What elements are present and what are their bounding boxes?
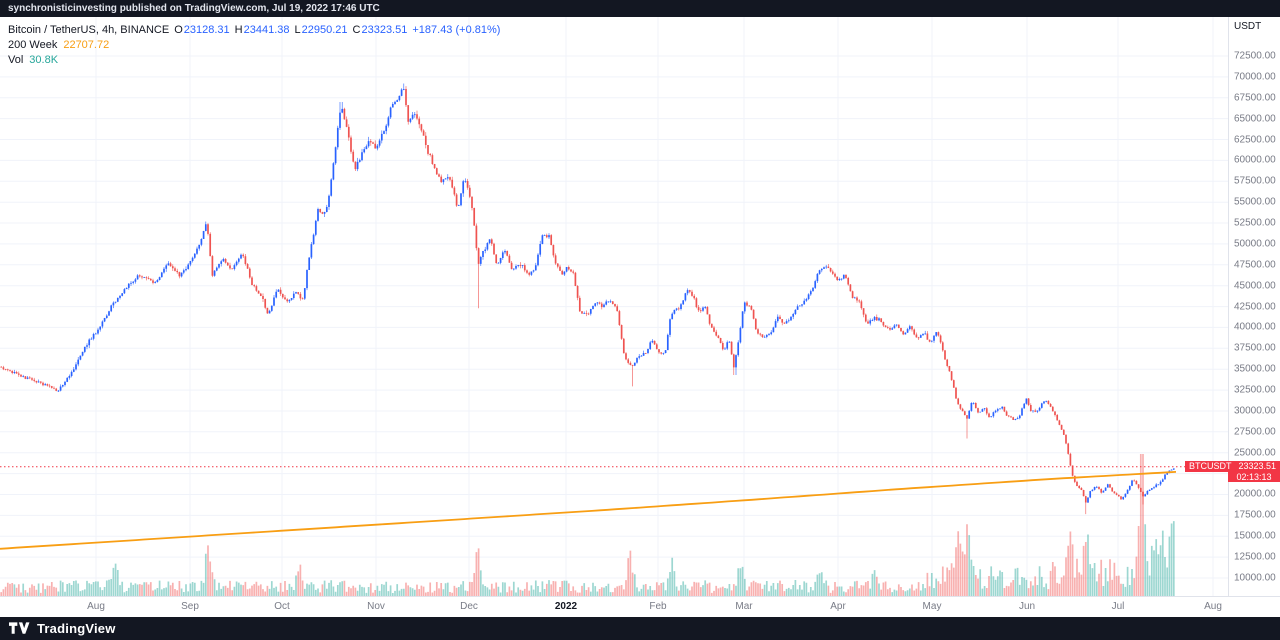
candles-up — [13, 83, 1175, 503]
ma-200-week-line — [0, 471, 1177, 550]
volume-value: 30.8K — [29, 53, 59, 66]
volume-bars — [0, 454, 1175, 596]
volume-legend-row: Vol 30.8K — [8, 52, 500, 67]
indicator-legend-row: 200 Week 22707.72 — [8, 37, 500, 52]
price-tick-label: 17500.00 — [1234, 509, 1276, 521]
price-tick-label: 72500.00 — [1234, 50, 1276, 62]
price-tick-label: 25000.00 — [1234, 447, 1276, 459]
tradingview-logo-icon[interactable] — [9, 622, 31, 635]
price-tick-label: 37500.00 — [1234, 342, 1276, 354]
footer-bar: TradingView — [0, 617, 1280, 640]
price-axis[interactable]: USDT 72500.00 70000.00 67500.00 65000.00 625… — [1228, 17, 1280, 596]
price-tick-label: 57500.00 — [1234, 175, 1276, 187]
price-tick-label: 65000.00 — [1234, 113, 1276, 125]
time-tick-label: Oct — [274, 601, 290, 612]
symbol-legend-row: Bitcoin / TetherUS, 4h, BINANCE O23128.3… — [8, 22, 500, 37]
price-tick-label: 42500.00 — [1234, 301, 1276, 313]
tradingview-brand-text[interactable]: TradingView — [37, 621, 116, 636]
price-tick-label: 67500.00 — [1234, 92, 1276, 104]
chart-area: Bitcoin / TetherUS, 4h, BINANCE O23128.3… — [0, 17, 1280, 617]
bar-close-countdown: 02:13:13 — [1228, 472, 1280, 483]
price-tick-label: 60000.00 — [1234, 154, 1276, 166]
price-chart-canvas[interactable] — [0, 17, 1228, 596]
time-tick-label: Jul — [1111, 601, 1125, 612]
ohlc-l-label: L — [294, 23, 301, 36]
time-tick-label: Nov — [367, 601, 385, 612]
volume-indicator-name[interactable]: Vol — [8, 53, 24, 66]
price-axis-currency: USDT — [1234, 21, 1262, 32]
price-tick-label: 40000.00 — [1234, 321, 1276, 333]
indicator-value: 22707.72 — [63, 38, 110, 51]
time-tick-label: Jun — [1018, 601, 1036, 612]
publish-info-text: synchronisticinvesting published on Trad… — [8, 3, 380, 14]
price-tick-label: 35000.00 — [1234, 363, 1276, 375]
indicator-name[interactable]: 200 Week — [8, 38, 58, 51]
price-tick-label: 45000.00 — [1234, 280, 1276, 292]
time-tick-label: Feb — [649, 601, 667, 612]
time-tick-label: Sep — [181, 601, 199, 612]
candles-down — [0, 86, 1144, 515]
price-tick-label: 52500.00 — [1234, 217, 1276, 229]
ohlc-c-value: 23323.51 — [361, 23, 408, 36]
ohlc-h-value: 23441.38 — [243, 23, 290, 36]
time-tick-label: Dec — [460, 601, 478, 612]
price-tick-label: 27500.00 — [1234, 426, 1276, 438]
ohlc-o-value: 23128.31 — [183, 23, 230, 36]
grid-lines — [0, 17, 1228, 596]
symbol-title[interactable]: Bitcoin / TetherUS, 4h, BINANCE — [8, 23, 170, 36]
price-change: +187.43 (+0.81%) — [412, 23, 501, 36]
time-tick-label: 2022 — [554, 601, 578, 612]
price-badge-symbol: BTCUSDT — [1188, 460, 1232, 471]
price-tick-label: 70000.00 — [1234, 71, 1276, 83]
price-tick-label: 30000.00 — [1234, 405, 1276, 417]
price-tick-label: 62500.00 — [1234, 134, 1276, 146]
price-tick-label: 55000.00 — [1234, 196, 1276, 208]
ohlc-o-label: O — [174, 23, 183, 36]
time-axis[interactable]: Aug Sep Oct Nov Dec 2022 Feb Mar Apr May Jun Jul Aug — [0, 596, 1280, 617]
price-tick-label: 10000.00 — [1234, 572, 1276, 584]
price-tick-label: 12500.00 — [1234, 551, 1276, 563]
time-tick-label: Aug — [1204, 601, 1222, 612]
price-tick-label: 20000.00 — [1234, 488, 1276, 500]
time-tick-label: Aug — [87, 601, 105, 612]
price-tick-label: 47500.00 — [1234, 259, 1276, 271]
time-tick-label: May — [922, 601, 942, 612]
price-badge-value: 23323.51 — [1238, 460, 1276, 471]
chart-legend: Bitcoin / TetherUS, 4h, BINANCE O23128.3… — [8, 22, 500, 67]
price-tick-label: 15000.00 — [1234, 530, 1276, 542]
ohlc-values: O23128.31 H23441.38 L22950.21 C23323.51 — [169, 24, 407, 36]
ohlc-h-label: H — [234, 23, 243, 36]
price-tick-label: 32500.00 — [1234, 384, 1276, 396]
ohlc-c-label: C — [352, 23, 361, 36]
publish-info-bar: synchronisticinvesting published on Trad… — [0, 0, 1280, 17]
ohlc-l-value: 22950.21 — [301, 23, 348, 36]
last-price-badge: BTCUSDT 23323.51 — [1184, 460, 1280, 472]
price-tick-label: 50000.00 — [1234, 238, 1276, 250]
time-tick-label: Apr — [830, 601, 846, 612]
time-tick-label: Mar — [735, 601, 753, 612]
